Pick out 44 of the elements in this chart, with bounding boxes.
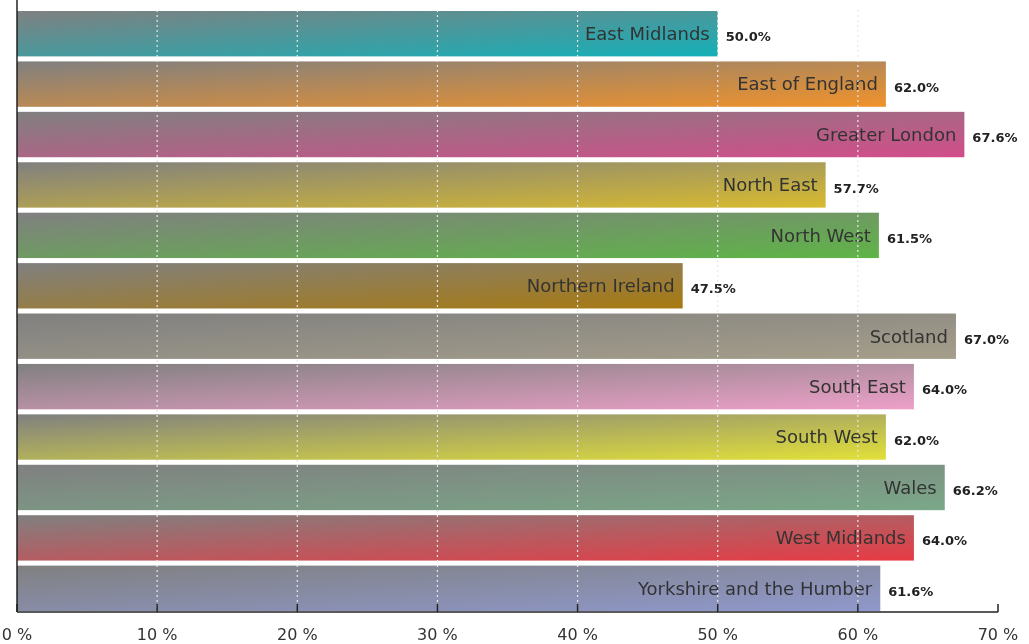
x-tick-label: 10 % (136, 625, 178, 644)
bar (17, 263, 683, 309)
data-label: 61.6% (888, 583, 934, 599)
x-tick-label: 0 % (1, 625, 33, 644)
bar (17, 464, 945, 511)
x-tick-label: 70 % (977, 625, 1019, 644)
x-tick-label: 20 % (276, 625, 318, 644)
bar (17, 162, 826, 208)
x-tick-label: 50 % (697, 625, 739, 644)
data-label: 64.0% (921, 533, 968, 549)
y-tick-label: South East (809, 375, 906, 397)
data-label: 57.7% (833, 180, 879, 196)
data-label: 67.0% (963, 331, 1010, 347)
data-label: 64.0% (921, 382, 968, 398)
y-tick-label: East Midlands (584, 23, 710, 44)
y-tick-label: North West (770, 224, 871, 246)
x-tick-label: 40 % (557, 625, 598, 644)
data-label: 47.5% (690, 281, 736, 297)
bar (17, 111, 965, 158)
y-tick-label: West Midlands (775, 527, 906, 549)
x-tick-label: 30 % (417, 625, 458, 644)
data-label: 66.2% (952, 483, 998, 499)
data-label: 62.0% (893, 79, 939, 95)
y-tick-label: East of England (737, 73, 878, 95)
bar (17, 313, 956, 359)
bar (17, 61, 886, 107)
bar (17, 212, 879, 259)
data-label: 50.0% (725, 29, 771, 45)
x-tick-label: 60 % (837, 625, 879, 644)
y-tick-label: North East (722, 174, 818, 196)
bar (17, 565, 881, 611)
y-tick-label: Northern Ireland (526, 275, 675, 297)
y-tick-label: Scotland (869, 325, 948, 347)
y-tick-label: South West (775, 426, 878, 448)
bar (17, 363, 914, 410)
data-label: 62.0% (893, 432, 939, 448)
y-tick-label: Wales (883, 476, 937, 498)
data-label: 61.5% (886, 230, 932, 246)
data-label: 67.6% (972, 130, 1018, 146)
y-tick-label: Greater London (816, 123, 957, 145)
bar (17, 414, 886, 460)
y-tick-label: Yorkshire and the Humber (637, 577, 873, 599)
bar (17, 11, 718, 57)
bar (17, 515, 914, 561)
